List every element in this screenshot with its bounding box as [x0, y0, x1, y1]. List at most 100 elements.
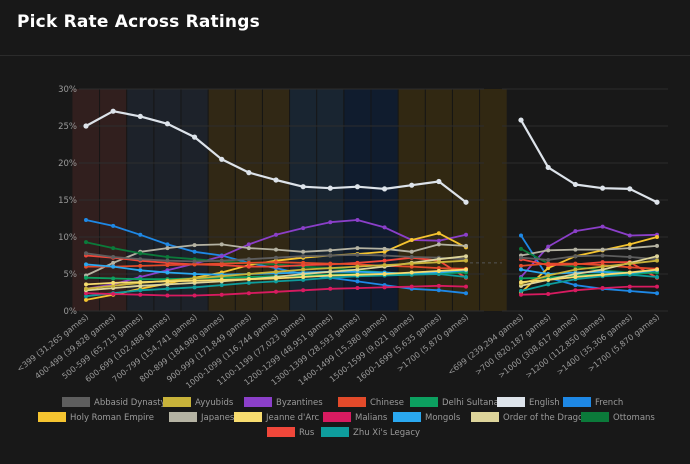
right-point	[546, 266, 551, 271]
legend-label: Ayyubids	[195, 398, 234, 408]
legend-swatch	[497, 397, 525, 407]
legend-item-zhu-xi-s-legacy: Zhu Xi's Legacy	[321, 427, 420, 438]
legend-item-holy-roman-empire: Holy Roman Empire	[38, 412, 154, 423]
left-point	[219, 258, 224, 263]
left-point	[274, 247, 278, 252]
left-point	[84, 251, 88, 256]
right-point	[546, 261, 551, 266]
left-point	[382, 285, 387, 290]
left-point	[328, 286, 333, 291]
left-point	[382, 246, 387, 251]
legend-item-abbasid-dynasty: Abbasid Dynasty	[62, 397, 166, 408]
legend-label: Jeanne d'Arc	[265, 413, 320, 423]
left-point	[274, 289, 278, 294]
left-point	[274, 260, 278, 265]
left-point	[355, 217, 360, 222]
right-point	[546, 273, 551, 278]
right-point	[519, 292, 523, 297]
left-point	[165, 293, 170, 298]
legend-label: Mongols	[425, 413, 461, 423]
legend-item-byzantines: Byzantines	[244, 397, 323, 408]
right-point	[655, 254, 659, 259]
right-point	[572, 181, 579, 188]
right-point	[600, 264, 605, 269]
left-point	[436, 283, 441, 288]
left-point	[274, 264, 278, 269]
left-point	[355, 252, 360, 257]
left-point	[300, 184, 306, 190]
header-divider	[0, 55, 690, 56]
left-point	[328, 261, 333, 266]
left-point	[111, 280, 116, 285]
left-point	[246, 272, 251, 276]
left-point	[219, 261, 224, 266]
legend-swatch	[38, 412, 66, 422]
right-point	[600, 260, 605, 265]
left-point	[328, 269, 333, 274]
legend-swatch	[581, 412, 609, 422]
legend-swatch	[471, 412, 499, 422]
left-point	[464, 274, 468, 279]
left-point	[165, 282, 170, 287]
left-point	[273, 177, 279, 183]
legend-swatch	[410, 397, 438, 407]
legend-label: Abbasid Dynasty	[94, 398, 166, 408]
left-point	[137, 113, 143, 119]
left-point	[328, 266, 333, 271]
left-point	[355, 279, 360, 284]
right-point	[655, 267, 659, 272]
left-point	[165, 270, 170, 275]
left-point	[464, 284, 468, 289]
left-point	[165, 254, 170, 259]
legend-label: Zhu Xi's Legacy	[353, 428, 420, 438]
left-point	[192, 278, 197, 283]
left-point	[436, 260, 441, 265]
left-point	[246, 277, 251, 282]
right-point	[655, 243, 659, 248]
legend-item-ayyubids: Ayyubids	[163, 397, 234, 408]
left-point	[84, 217, 88, 222]
left-point	[138, 292, 143, 297]
left-point	[274, 232, 278, 237]
left-point	[464, 243, 468, 248]
left-point	[464, 267, 468, 272]
right-point	[600, 267, 605, 272]
left-point	[328, 273, 333, 278]
left-point	[301, 288, 306, 293]
legend-label: French	[595, 398, 623, 408]
left-point	[355, 246, 360, 251]
right-line-jeanne-d-arc	[520, 268, 658, 283]
right-point	[655, 235, 659, 239]
left-point	[219, 242, 224, 247]
left-point	[138, 283, 143, 288]
left-point	[409, 249, 414, 254]
right-point	[627, 242, 632, 247]
left-point	[192, 259, 197, 264]
right-point	[627, 261, 632, 266]
left-point	[274, 276, 278, 281]
left-point	[192, 272, 197, 276]
left-point	[436, 242, 441, 247]
left-point	[436, 238, 441, 243]
legend-item-ottomans: Ottomans	[581, 412, 655, 423]
left-point	[409, 264, 414, 269]
y-tick-label: 10%	[58, 233, 77, 243]
legend-swatch	[323, 412, 351, 422]
right-line-holy-roman-empire	[520, 236, 658, 294]
left-point	[111, 254, 116, 259]
right-point	[627, 186, 633, 192]
left-point	[192, 262, 197, 267]
right-line-zhu-xi-s-legacy	[520, 273, 658, 292]
left-point	[355, 267, 360, 272]
legend-label: Chinese	[370, 398, 404, 408]
left-point	[191, 134, 198, 140]
left-point	[436, 266, 441, 271]
legend-item-order-of-the-dragon: Order of the Dragon	[471, 412, 589, 423]
left-point	[436, 288, 441, 293]
right-point	[654, 199, 660, 205]
legend-swatch	[62, 397, 90, 407]
left-point	[84, 240, 88, 245]
y-tick-label: 20%	[58, 159, 77, 169]
right-point	[573, 247, 578, 252]
left-point	[301, 267, 306, 272]
